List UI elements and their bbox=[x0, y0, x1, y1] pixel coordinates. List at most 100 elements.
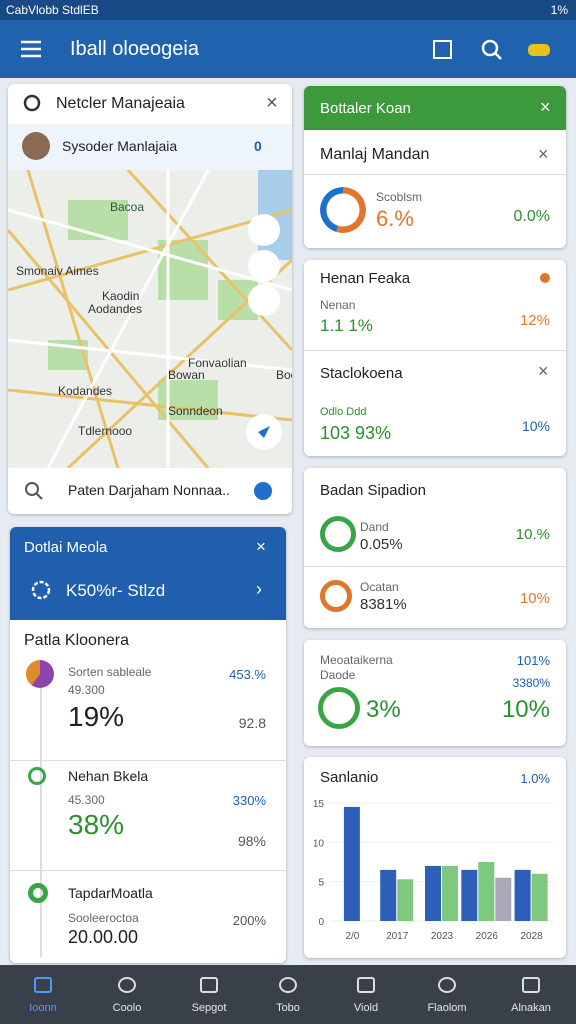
item-name: Sorten sableale bbox=[68, 665, 152, 679]
nav-item[interactable]: Coolo bbox=[87, 965, 167, 1024]
menu-button[interactable] bbox=[20, 40, 42, 58]
item-big: 19% bbox=[68, 701, 125, 732]
divider bbox=[304, 350, 566, 351]
divider bbox=[10, 760, 286, 761]
card-right-big: 10% bbox=[501, 696, 550, 723]
nav-item[interactable]: Tobo bbox=[248, 965, 328, 1024]
nav-item[interactable]: Viold bbox=[326, 965, 406, 1024]
item-right: 92.8 bbox=[238, 715, 266, 731]
map-label: Kodandes bbox=[58, 384, 113, 398]
map-label: Tdlernooo bbox=[78, 424, 133, 438]
app-bar: Iball oloeogeia bbox=[0, 20, 576, 78]
divider bbox=[10, 870, 286, 871]
card-sub: Daode bbox=[320, 668, 356, 682]
bar bbox=[380, 869, 397, 921]
panel-row[interactable]: K50%r- Stlzd bbox=[66, 581, 166, 600]
nav-label: Ioonn bbox=[29, 1002, 57, 1014]
card: Meoataikerna Daode 3% 101% 3380% 10% bbox=[304, 640, 566, 746]
card-right: 10% bbox=[521, 418, 550, 434]
gauge bbox=[320, 580, 352, 612]
nav-icon bbox=[522, 977, 540, 993]
nav-icon bbox=[34, 977, 52, 993]
item-big: 20.00.00 bbox=[68, 927, 139, 947]
nav-item[interactable]: Ioonn bbox=[3, 965, 83, 1024]
card-sub: Odlo Ddd bbox=[320, 406, 367, 418]
card-right: 3380% bbox=[512, 676, 550, 690]
item-sub: Sooleeroctoa bbox=[68, 911, 139, 925]
y-tick-label: 15 bbox=[313, 799, 325, 810]
bar bbox=[442, 865, 458, 921]
nav-item[interactable]: Flaolom bbox=[407, 965, 487, 1024]
gauge-value: 8381% bbox=[360, 596, 407, 613]
y-tick-label: 10 bbox=[313, 838, 325, 849]
panel: Dotlai Meola × K50%r- Stlzd › Patla Kloo… bbox=[10, 527, 286, 963]
nav-item[interactable]: Alnakan bbox=[491, 965, 571, 1024]
card-title: Bottaler Koan bbox=[320, 100, 411, 117]
close-button[interactable]: × bbox=[256, 537, 266, 556]
bar bbox=[478, 862, 495, 921]
close-button[interactable]: × bbox=[266, 92, 278, 114]
nav-icon bbox=[438, 977, 456, 993]
nav-label: Viold bbox=[353, 1002, 379, 1014]
card-right: 1.0% bbox=[520, 771, 550, 786]
x-tick-label: 2026 bbox=[476, 931, 499, 942]
close-button[interactable]: × bbox=[538, 361, 549, 381]
gauge bbox=[320, 187, 366, 233]
map[interactable] bbox=[8, 170, 292, 468]
nav-icon bbox=[118, 977, 136, 993]
x-tick-label: 2028 bbox=[520, 931, 543, 942]
locate-button[interactable] bbox=[254, 482, 272, 500]
gauge bbox=[318, 687, 360, 729]
card-big: 3% bbox=[366, 696, 401, 723]
close-button[interactable]: × bbox=[540, 97, 551, 117]
nav-item[interactable]: Sepgot bbox=[169, 965, 249, 1024]
item-icon bbox=[28, 767, 46, 785]
bar bbox=[514, 869, 531, 921]
status-bar: CabVlobb StdlEB 1% bbox=[0, 0, 576, 20]
gauge-value: 0.05% bbox=[360, 536, 403, 553]
search-text: Paten Darjaham Nonnaa.. bbox=[68, 482, 230, 498]
map-header: Netcler Manajeaia bbox=[56, 95, 185, 112]
panel-header: Dotlai Meola × K50%r- Stlzd › bbox=[10, 527, 286, 620]
item-name: Nehan Bkela bbox=[68, 768, 149, 784]
card-right: 10.% bbox=[515, 526, 550, 543]
card-title: Staclokoena bbox=[320, 365, 403, 382]
nav-label: Flaolom bbox=[427, 1002, 467, 1014]
app-actions[interactable] bbox=[432, 38, 552, 62]
nav-icon bbox=[357, 977, 375, 993]
map-label: Aodandes bbox=[88, 302, 143, 316]
search-row[interactable]: Paten Darjaham Nonnaa.. bbox=[8, 468, 292, 514]
nav-label: Tobo bbox=[276, 1002, 300, 1014]
map-label: Bacoa bbox=[110, 200, 145, 214]
card: Bottaler Koan × Manlaj Mandan × Scoblsm … bbox=[304, 86, 566, 248]
card-right: 10% bbox=[519, 590, 550, 607]
user-row[interactable]: Sysoder Manlajaia 0 bbox=[8, 124, 292, 170]
item-icon bbox=[28, 883, 48, 903]
gauge-label: Ocatan bbox=[360, 580, 399, 594]
card: Badan Sipadion Dand 0.05% 10.% Ocatan 83… bbox=[304, 468, 566, 628]
card: Henan Feaka Nenan 1.1 1% 12% Staclokoena… bbox=[304, 260, 566, 456]
divider bbox=[304, 174, 566, 175]
card-title: Meoataikerna bbox=[320, 653, 393, 667]
map-card: Netcler Manajeaia × Sysoder Manlajaia 0 … bbox=[8, 84, 292, 514]
map-label: Sonndeon bbox=[168, 404, 223, 418]
gear-icon bbox=[31, 580, 51, 600]
item-icon bbox=[26, 660, 54, 688]
status-text: CabVlobb StdlEB bbox=[6, 3, 99, 17]
map-label: Smonaiv Aimes bbox=[16, 264, 99, 278]
search-icon bbox=[25, 482, 43, 500]
close-button[interactable]: × bbox=[538, 144, 549, 164]
item-right: 330% bbox=[232, 793, 266, 808]
card-right: 12% bbox=[519, 312, 550, 329]
bottom-nav: Ioonn Coolo Sepgot Tobo Viold Flaolom Alnakan bbox=[0, 965, 576, 1024]
bar bbox=[531, 873, 548, 921]
chevron: › bbox=[256, 579, 262, 599]
bar bbox=[461, 869, 478, 921]
card-title: Sanlanio bbox=[320, 769, 379, 786]
avatar bbox=[22, 132, 50, 160]
nav-icon bbox=[279, 977, 297, 993]
map-label: Bowan bbox=[168, 368, 205, 382]
item-right: 200% bbox=[232, 913, 266, 928]
bar bbox=[425, 865, 441, 921]
card-right: 101% bbox=[516, 653, 550, 668]
